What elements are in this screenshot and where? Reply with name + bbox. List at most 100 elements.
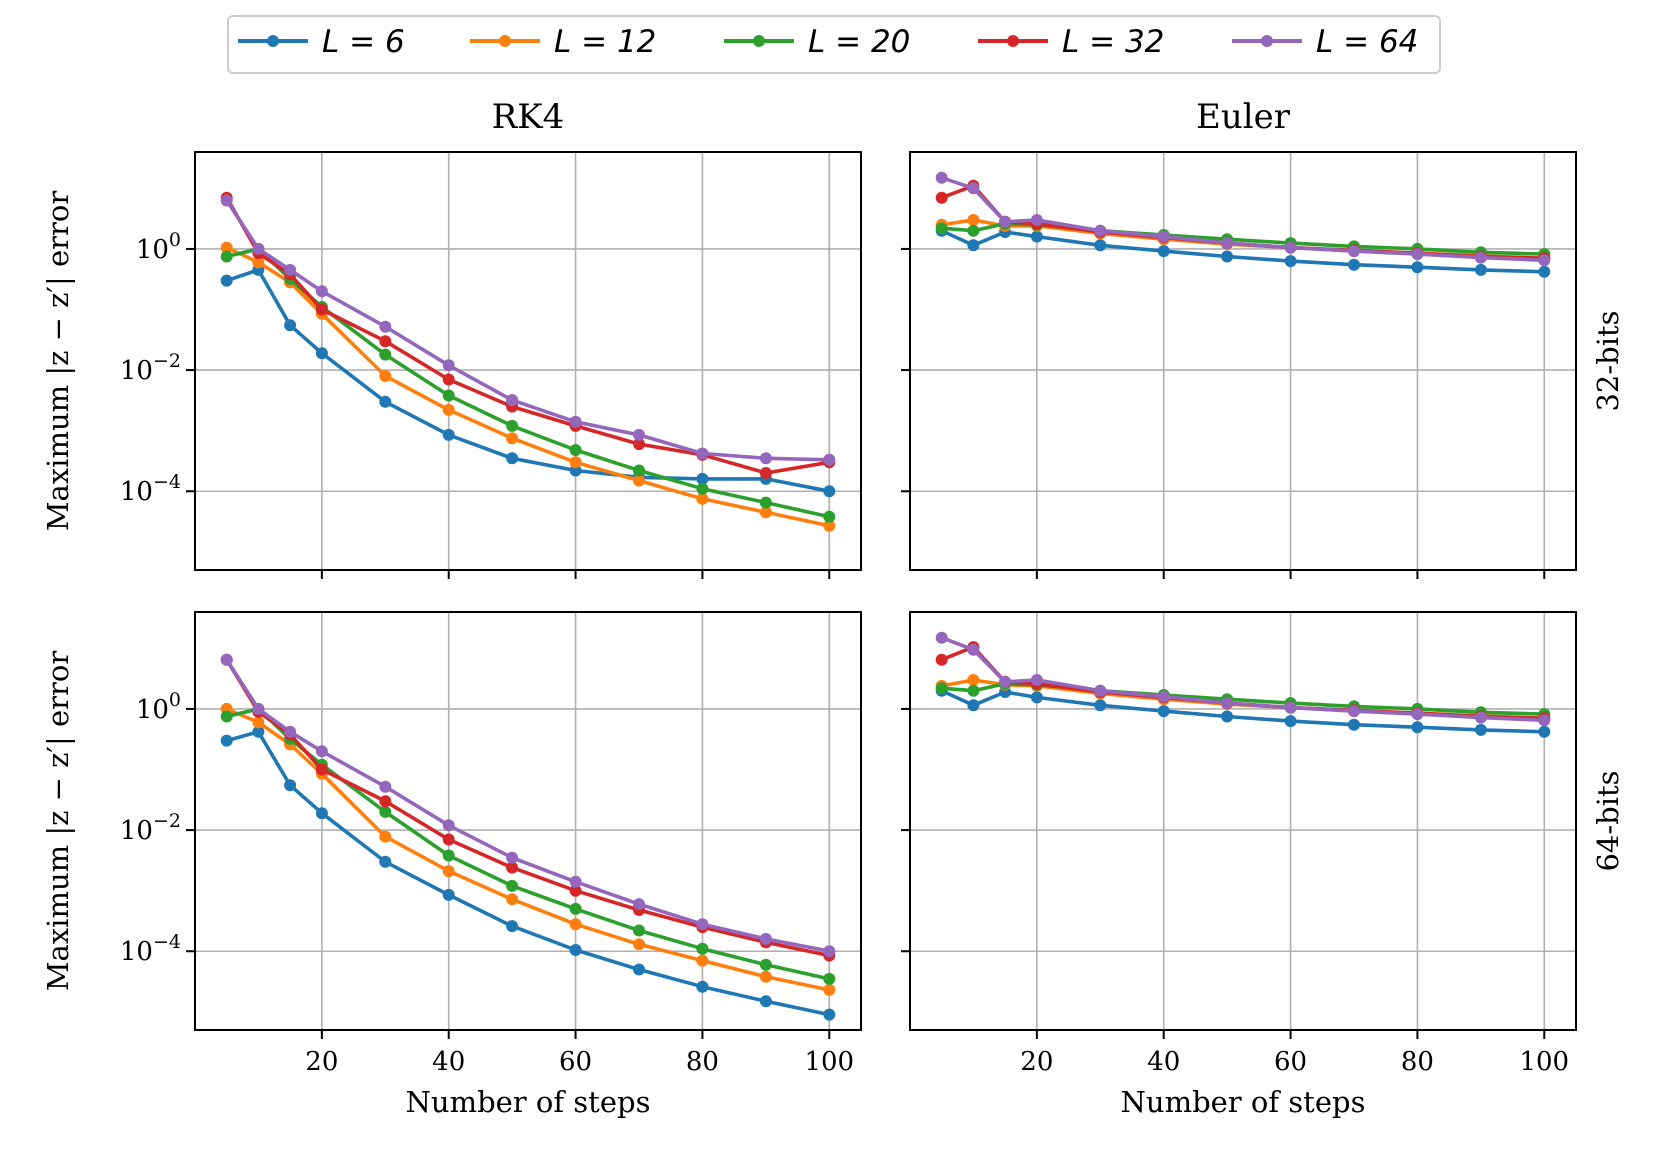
data-point <box>220 250 233 263</box>
x-tick-label: 80 <box>1401 1047 1434 1077</box>
data-point <box>442 403 455 416</box>
x-axis-label: Number of steps <box>406 1085 651 1119</box>
axes-frame <box>909 151 1577 571</box>
data-point <box>759 970 772 983</box>
data-point <box>823 519 836 532</box>
data-point <box>633 924 645 937</box>
series-line <box>941 636 1545 723</box>
data-point <box>284 319 297 332</box>
legend-frame <box>227 15 1441 74</box>
series-L-32 <box>220 191 836 479</box>
data-point <box>1221 250 1234 263</box>
data-point <box>935 171 948 184</box>
data-point <box>1094 699 1107 712</box>
data-point <box>252 725 265 738</box>
axes-frame <box>194 151 862 571</box>
data-point <box>696 954 709 967</box>
legend-entry: L = 32 <box>978 24 1164 60</box>
data-point <box>696 918 709 931</box>
data-point <box>1411 261 1424 274</box>
legend-label: L = 6 <box>322 24 405 60</box>
data-point <box>315 763 328 776</box>
data-point <box>442 428 455 441</box>
data-point <box>284 779 297 792</box>
data-point <box>935 222 948 235</box>
data-point <box>442 389 455 402</box>
legend-label: L = 32 <box>1062 24 1164 60</box>
data-point <box>1474 723 1487 736</box>
data-point <box>569 944 582 956</box>
data-point <box>1157 245 1170 258</box>
data-point <box>506 419 519 432</box>
data-point <box>823 983 836 996</box>
data-point <box>1411 708 1424 721</box>
data-point <box>1221 697 1234 710</box>
data-point <box>759 995 772 1008</box>
series-L-64 <box>935 631 1551 727</box>
data-point <box>1030 674 1043 686</box>
x-tick-label: 60 <box>1274 1047 1307 1077</box>
data-point <box>1411 721 1424 734</box>
panel-title: RK4 <box>492 97 565 137</box>
data-point <box>379 348 392 361</box>
y-axis-label: Maximum |z − z′| error <box>41 191 75 531</box>
data-point <box>569 902 582 915</box>
y-tick-label: 100 <box>136 689 181 725</box>
data-point <box>633 938 645 951</box>
data-point <box>1030 230 1043 243</box>
data-point <box>220 194 233 207</box>
data-point <box>569 444 582 456</box>
data-point <box>220 710 233 723</box>
data-point <box>823 945 836 958</box>
data-point <box>220 241 233 254</box>
data-point <box>967 214 980 226</box>
data-point <box>967 643 980 656</box>
data-point <box>696 472 709 485</box>
data-point <box>569 875 582 888</box>
x-tick-label: 40 <box>1147 1047 1180 1077</box>
series-L-6 <box>935 684 1551 738</box>
data-point <box>252 702 265 715</box>
grid <box>195 152 861 570</box>
series-L-64 <box>220 653 836 958</box>
data-point <box>442 888 455 901</box>
legend-marker <box>1007 35 1019 47</box>
series-line <box>226 268 830 493</box>
data-point <box>935 653 948 666</box>
x-tick-label: 80 <box>686 1047 719 1077</box>
legend: L = 6 L = 12 L = 20 L = 32 L = 64 <box>227 15 1441 74</box>
legend-marker <box>1261 35 1273 47</box>
data-point <box>1348 258 1360 271</box>
data-point <box>252 242 265 255</box>
data-point <box>1094 224 1107 237</box>
data-point <box>379 795 392 808</box>
data-point <box>1157 690 1170 703</box>
data-point <box>252 256 265 269</box>
row-label: 64-bits <box>1591 770 1625 871</box>
data-point <box>759 452 772 465</box>
x-axis-label: Number of steps <box>1121 1085 1366 1119</box>
data-point <box>1284 241 1297 254</box>
x-tick-label: 20 <box>1020 1047 1053 1077</box>
series-L-6 <box>220 725 836 1021</box>
y-tick-label: 10−4 <box>120 471 181 507</box>
data-point <box>220 274 233 287</box>
data-point <box>935 682 948 695</box>
panel: 20 40 60 80 100 Number of steps 64-bits <box>901 611 1625 1119</box>
data-point <box>442 849 455 862</box>
data-point <box>569 918 582 931</box>
data-point <box>506 394 519 407</box>
data-point <box>696 482 709 495</box>
series-line <box>226 729 830 1017</box>
data-point <box>759 496 772 509</box>
data-point <box>823 485 836 498</box>
data-point <box>1538 725 1551 738</box>
data-point <box>442 865 455 878</box>
y-tick-label: 10−2 <box>120 350 181 386</box>
data-point <box>1348 705 1360 718</box>
panel: Euler 32-bits <box>901 97 1625 579</box>
data-point <box>759 467 772 479</box>
data-point <box>823 510 836 523</box>
data-point <box>379 830 392 843</box>
